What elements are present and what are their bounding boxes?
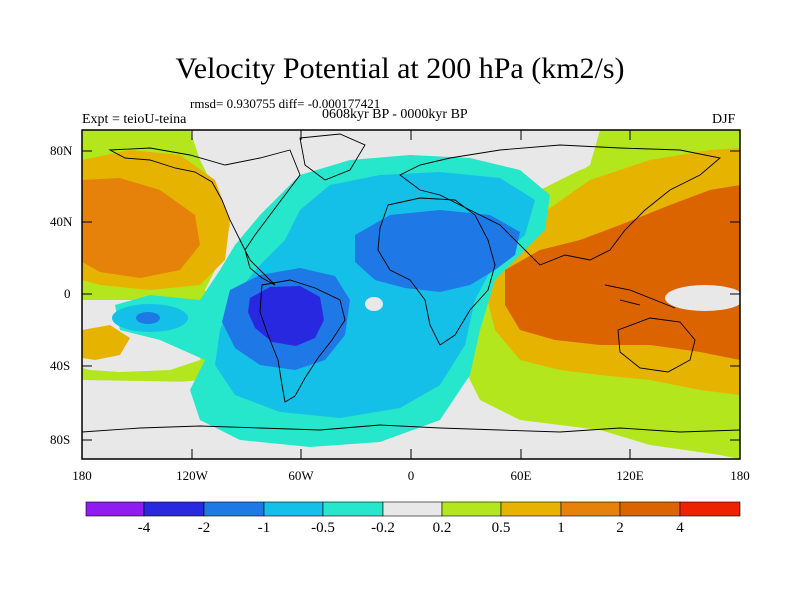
lat-label-40s: 40S	[50, 358, 71, 373]
colorbar-label-5: -0.2	[371, 520, 395, 536]
colorbar-swatch-3	[203, 501, 265, 517]
field-positive-west-pacific-mid	[82, 178, 200, 278]
field-negative-1-pacific-spot	[136, 312, 160, 324]
colorbar-swatch-7	[441, 501, 502, 517]
colorbar-label-4: -0.5	[311, 520, 335, 536]
experiment-label: Expt = teioU-teina	[82, 112, 187, 127]
lon-label-180e: 180	[730, 468, 750, 483]
coastline-africa	[377, 197, 496, 346]
period-line: 0608kyr BP - 0000kyr BP	[322, 107, 468, 122]
colorbar-swatch-10	[619, 501, 681, 517]
colorbar-swatch-8	[500, 501, 562, 517]
colorbar-label-2: -2	[197, 520, 211, 536]
field-positive-south-pacific	[82, 325, 130, 360]
colorbar-label-7: 0.5	[491, 520, 511, 536]
coastline-maritime-continent	[604, 284, 676, 309]
colorbar-label-9: 2	[616, 520, 624, 536]
colorbar-swatch-4	[263, 501, 324, 517]
coastline-north-america	[108, 147, 301, 286]
colorbar-label-6: 0.2	[432, 520, 452, 536]
colorbar-swatch-11	[679, 501, 741, 517]
season-label: DJF	[712, 112, 736, 127]
lon-label-120e: 120E	[616, 468, 644, 483]
colorbar-label-8: 1	[557, 520, 565, 536]
field-near-zero-equatorial-pacific	[665, 285, 740, 311]
lon-label-180w: 180	[72, 468, 92, 483]
map-title: Velocity Potential at 200 hPa (km2/s)	[175, 52, 625, 85]
lat-label-80n: 80N	[50, 143, 73, 158]
lon-label-0: 0	[407, 468, 415, 483]
coastline-australia	[617, 317, 696, 373]
colorbar-label-10: 4	[676, 520, 684, 536]
stats-line: rmsd= 0.930755 diff= -0.000177421	[190, 96, 381, 111]
coastline-eurasia	[399, 144, 721, 266]
field-negative-1-africa	[355, 210, 520, 292]
field-positive-east-2	[505, 185, 740, 360]
lat-label-80s: 80S	[50, 432, 71, 447]
coastline-south-america	[259, 279, 346, 403]
coastline-antarctica	[82, 424, 740, 433]
contour-field	[82, 130, 740, 459]
colorbar-swatch-6	[382, 501, 443, 517]
colorbar-label-3: -1	[257, 520, 271, 536]
coastline-greenland	[299, 133, 366, 181]
colorbar-swatch-9	[560, 501, 621, 517]
lon-label-60w: 60W	[288, 468, 314, 483]
lon-label-60e: 60E	[510, 468, 532, 483]
colorbar-swatch-1	[85, 501, 145, 517]
lon-label-120w: 120W	[176, 468, 208, 483]
lat-label-equator: 0	[64, 286, 71, 301]
lon-ticks	[81, 130, 741, 459]
field-near-zero-atlantic-spot	[365, 297, 383, 311]
colorbar-swatch-2	[143, 501, 205, 517]
colorbar	[85, 501, 741, 517]
lat-label-40n: 40N	[50, 214, 73, 229]
coastlines	[82, 133, 740, 433]
colorbar-swatch-5	[322, 501, 384, 517]
lat-ticks	[82, 150, 740, 441]
colorbar-label-1: -4	[137, 520, 151, 536]
